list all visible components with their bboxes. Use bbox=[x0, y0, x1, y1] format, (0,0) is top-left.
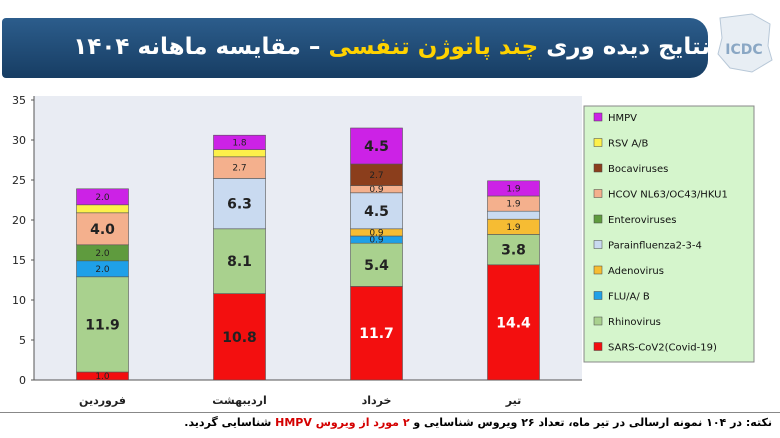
title-part-2: – مقایسه ماهانه ۱۴۰۴ bbox=[73, 34, 321, 60]
legend-label: Bocaviruses bbox=[608, 164, 668, 175]
legend-swatch bbox=[593, 112, 603, 122]
bar-segment bbox=[487, 234, 540, 266]
data-label: 11.9 bbox=[85, 317, 120, 333]
logo-text: ICDC bbox=[725, 42, 762, 58]
bar-segment bbox=[350, 127, 403, 165]
note-suffix: شناسایی گردید. bbox=[184, 416, 272, 429]
legend-label: HCOV NL63/OC43/HKU1 bbox=[608, 190, 728, 201]
legend-swatch bbox=[593, 240, 603, 249]
data-label: 4.0 bbox=[90, 222, 115, 238]
bar-segment bbox=[213, 134, 266, 150]
data-label: 1.0 bbox=[95, 372, 110, 382]
title-part-1: نتایج دیده وری bbox=[546, 34, 710, 60]
bar-segment bbox=[76, 188, 129, 206]
data-label: 1.9 bbox=[506, 223, 521, 233]
bar-segment bbox=[76, 276, 129, 373]
data-label: 4.5 bbox=[364, 204, 389, 220]
y-tick-label: 30 bbox=[12, 134, 26, 147]
legend-label: HMPV bbox=[608, 113, 637, 124]
legend-entries: HMPV RSV A/B Bocaviruses HCOV NL63/OC43/HKU… bbox=[593, 112, 728, 354]
x-axis-categories: فروردین اردیبهشت خرداد تیر bbox=[79, 394, 521, 407]
data-label: 1.9 bbox=[506, 184, 521, 194]
bar-segment bbox=[350, 286, 403, 381]
title-banner bbox=[2, 18, 708, 78]
data-label: 2.0 bbox=[95, 249, 110, 259]
legend-label: FLU/A/ B bbox=[608, 292, 650, 303]
icdc-logo: ICDC bbox=[717, 13, 773, 73]
legend-label: Parainfluenza2-3-4 bbox=[608, 241, 702, 252]
x-category-label: فروردین bbox=[79, 394, 126, 407]
data-label: 1.8 bbox=[232, 138, 247, 148]
bar-segment bbox=[487, 210, 540, 220]
data-label: 10.8 bbox=[222, 330, 257, 346]
bar-segment bbox=[213, 228, 266, 294]
data-label: 6.3 bbox=[227, 197, 252, 213]
data-label: 2.7 bbox=[232, 164, 246, 174]
legend-swatch bbox=[593, 316, 603, 326]
divider bbox=[0, 412, 780, 413]
y-tick-label: 25 bbox=[12, 174, 26, 187]
data-label: 0.9 bbox=[369, 228, 384, 238]
y-tick-label: 35 bbox=[12, 94, 26, 107]
legend-label: Rhinovirus bbox=[608, 317, 661, 328]
note-highlight: ۲ مورد از ویروس HMPV bbox=[275, 416, 410, 429]
data-label: 8.1 bbox=[227, 254, 252, 270]
bar-segment bbox=[487, 264, 540, 381]
legend-swatch bbox=[593, 138, 603, 147]
bar-segment bbox=[213, 149, 266, 158]
data-label: 5.4 bbox=[364, 258, 389, 274]
bar-segment bbox=[76, 204, 129, 214]
note-prefix: نکته: در ۱۰۴ نمونه ارسالی در تیر ماه، تع… bbox=[413, 416, 772, 429]
legend-label: Enteroviruses bbox=[608, 215, 676, 226]
bars: 1.0 11.9 2.0 2.0 4.0 2.0 10.8 8.1 6.3 2.7 1.8 11.7 5… bbox=[76, 127, 540, 382]
x-category-label: اردیبهشت bbox=[212, 394, 266, 407]
legend-swatch bbox=[593, 342, 603, 351]
legend bbox=[583, 105, 755, 363]
data-label: 0.9 bbox=[369, 236, 384, 246]
data-label: 0.9 bbox=[369, 185, 384, 195]
x-category-label: خرداد bbox=[362, 394, 392, 407]
title-highlight: چند پاتوژن تنفسی bbox=[328, 34, 539, 60]
y-tick-label: 10 bbox=[12, 294, 26, 307]
legend-swatch bbox=[593, 214, 603, 224]
legend-label: RSV A/B bbox=[608, 139, 649, 150]
legend-swatch bbox=[593, 189, 603, 198]
bar-segment bbox=[487, 180, 540, 197]
legend-swatch bbox=[593, 163, 603, 173]
page-title: نتایج دیده وری چند پاتوژن تنفسی – مقایسه… bbox=[73, 34, 710, 60]
data-label: 3.8 bbox=[501, 243, 526, 259]
y-tick-label: 0 bbox=[19, 374, 26, 387]
bar-segment bbox=[76, 212, 129, 246]
y-tick-label: 20 bbox=[12, 214, 26, 227]
legend-swatch bbox=[593, 291, 603, 300]
legend-label: SARS-CoV2(Covid-19) bbox=[608, 343, 717, 354]
footnote: نکته: در ۱۰۴ نمونه ارسالی در تیر ماه، تع… bbox=[184, 416, 772, 429]
y-tick-label: 15 bbox=[12, 254, 26, 267]
data-label: 1.9 bbox=[506, 200, 521, 210]
stacked-bar-chart: 0 5 10 15 20 25 30 35 1.0 11.9 2.0 2.0 4.0 2.0 10.8 8.… bbox=[12, 94, 755, 407]
data-label: 2.0 bbox=[95, 265, 110, 275]
legend-swatch bbox=[593, 265, 603, 275]
header: نتایج دیده وری چند پاتوژن تنفسی – مقایسه… bbox=[0, 0, 780, 88]
data-label: 2.7 bbox=[369, 171, 383, 181]
x-category-label: تیر bbox=[505, 394, 521, 407]
data-label: 14.4 bbox=[496, 315, 531, 331]
bar-segment bbox=[350, 192, 403, 230]
bar-segment bbox=[350, 242, 403, 287]
data-label: 2.0 bbox=[95, 193, 110, 203]
data-label: 4.5 bbox=[364, 139, 389, 155]
legend-label: Adenovirus bbox=[608, 266, 664, 277]
data-label: 11.7 bbox=[359, 326, 394, 342]
y-tick-label: 5 bbox=[19, 334, 26, 347]
